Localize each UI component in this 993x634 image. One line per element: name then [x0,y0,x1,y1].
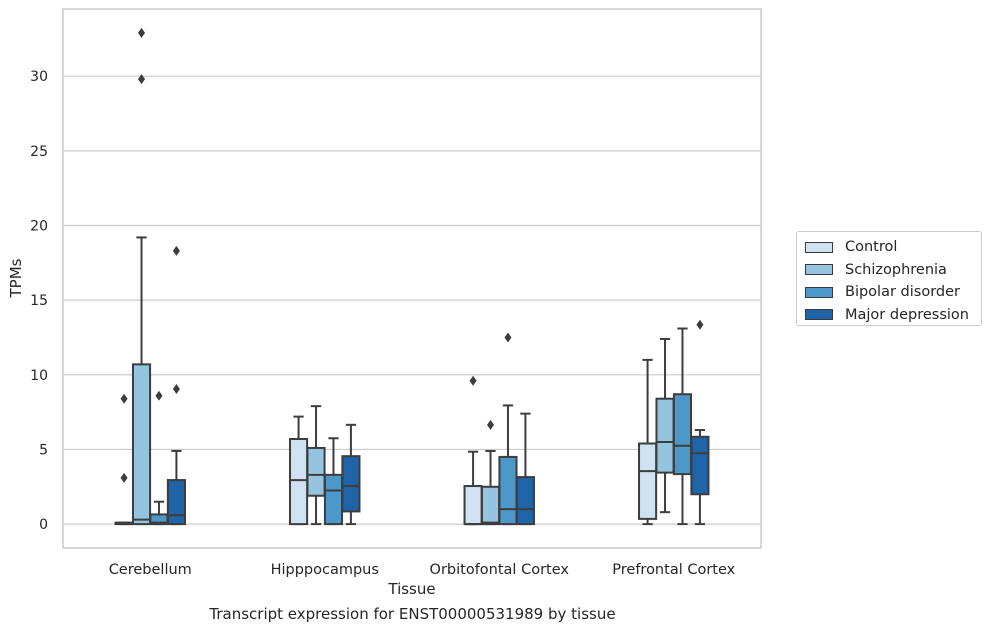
y-tick-label: 15 [30,293,48,309]
grid-lines [63,75,761,525]
x-tick-label: Hipppocampus [271,562,379,578]
outlier-point [138,27,146,38]
y-tick-label: 0 [39,517,48,533]
box-body [463,485,483,526]
outlier-point [172,245,180,256]
box-1-1 [306,405,326,526]
x-axis-ticks: Cerebellum Hipppocampus Orbitofontal Corte… [109,562,736,578]
box-body [306,446,326,497]
box-body [341,455,361,513]
box-body [131,363,152,526]
box-body [672,393,693,476]
outlier-point [469,375,477,386]
legend-item-control: Control [805,236,981,259]
legend-label-schizophrenia: Schizophrenia [845,261,947,278]
box-2-2 [498,332,518,526]
box-3-0 [638,358,658,526]
legend-item-bipolar-disorder: Bipolar disorder [805,281,981,304]
box-1-2 [323,437,344,526]
box-body [655,397,675,474]
chart-caption: Transcript expression for ENST0000053198… [209,605,616,623]
box-0-1 [131,27,152,526]
x-tick-label: Cerebellum [109,562,192,578]
legend-label-bipolar-disorder: Bipolar disorder [845,284,960,301]
box-0-3 [166,245,186,526]
box-0-0 [114,393,134,526]
box-1-3 [341,423,361,526]
legend-item-major-depression: Major depression [805,304,981,327]
box-3-2 [672,327,693,526]
outlier-point [120,472,128,483]
box-0-2 [149,390,169,526]
outlier-point [487,419,495,430]
legend-swatch-control [805,241,833,253]
legend-swatch-bipolar-disorder [805,286,833,298]
legend: Control Schizophrenia Bipolar disorder M… [796,231,982,326]
box-1-0 [289,415,309,526]
legend-swatch-major-depression [805,309,833,321]
box-body [480,485,501,526]
box-3-1 [655,337,675,514]
box-3-3 [690,319,710,526]
x-tick-label: Prefrontal Cortex [612,562,735,578]
outlier-point [155,390,163,401]
legend-item-schizophrenia: Schizophrenia [805,259,981,282]
y-tick-label: 10 [30,368,48,384]
box-body [638,442,658,520]
y-tick-label: 30 [30,69,48,85]
box-2-3 [515,412,535,526]
outlier-point [120,393,128,404]
box-marks [114,27,710,526]
box-body [515,476,535,526]
box-body [166,479,186,526]
box-body [690,435,710,496]
y-axis-ticks: 0 5 10 15 20 25 30 [30,69,48,533]
box-body [498,455,518,526]
legend-label-major-depression: Major depression [845,306,969,323]
outlier-point [172,383,180,394]
x-axis-label: Tissue [387,580,435,598]
outlier-point [696,319,704,330]
y-axis-label: TPMs [7,258,25,298]
y-tick-label: 20 [30,218,48,234]
outlier-point [138,74,146,85]
outlier-point [504,332,512,343]
y-tick-label: 25 [30,144,48,160]
legend-swatch-schizophrenia [805,264,833,276]
box-body [289,438,309,526]
box-2-1 [480,419,501,526]
x-tick-label: Orbitofontal Cortex [430,562,570,578]
plot-area-frame [62,8,762,549]
y-tick-label: 5 [39,442,48,458]
legend-label-control: Control [845,239,898,256]
box-2-0 [463,375,483,526]
box-body [323,473,344,526]
